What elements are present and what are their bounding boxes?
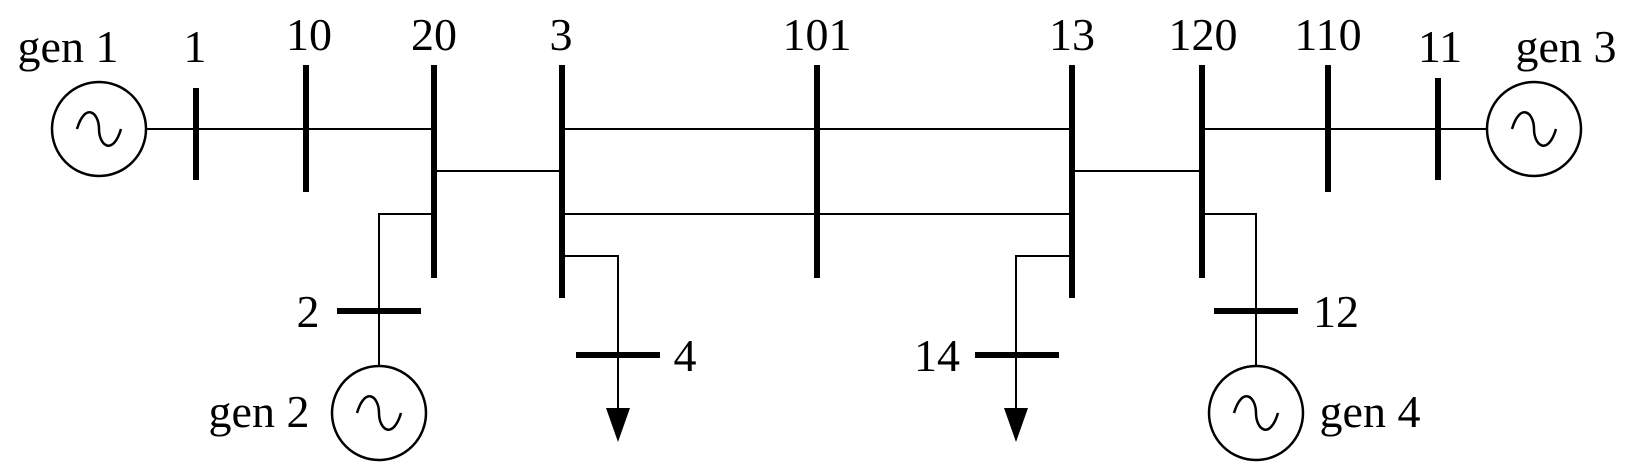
- bus-label-11: 11: [1418, 21, 1462, 72]
- gen4-label: gen 4: [1320, 386, 1421, 437]
- bus-label-20: 20: [411, 9, 457, 60]
- bus-label-14: 14: [914, 330, 960, 381]
- bus-label-120: 120: [1169, 9, 1238, 60]
- bus-label-1: 1: [184, 21, 207, 72]
- labels: gen 1 gen 2 gen 3 gen 4 1 10 20 3 101 13…: [18, 9, 1617, 437]
- ac-sine-icon: [1232, 395, 1280, 431]
- bus-label-3: 3: [550, 9, 573, 60]
- gen3-label: gen 3: [1516, 21, 1617, 72]
- load-arrow-bus14: [1004, 408, 1028, 442]
- bus-label-10: 10: [286, 9, 332, 60]
- generator-gen3: [1485, 80, 1583, 178]
- gen2-label: gen 2: [209, 386, 310, 437]
- bus-bars: [193, 65, 1441, 358]
- bus-label-101: 101: [783, 9, 852, 60]
- bus-label-2: 2: [297, 286, 320, 337]
- bus-label-4: 4: [674, 330, 697, 381]
- line-bus120-to-gen4: [1202, 213, 1257, 365]
- loads: [606, 408, 1028, 442]
- bus-label-12: 12: [1313, 286, 1359, 337]
- line-bus3-to-load4: [562, 255, 619, 410]
- generator-gen4: [1207, 364, 1305, 462]
- gen1-label: gen 1: [18, 21, 119, 72]
- load-arrow-bus4: [606, 408, 630, 442]
- line-bus13-to-load14: [1015, 255, 1072, 410]
- generator-gen1: [50, 80, 148, 178]
- ac-sine-icon: [1510, 111, 1558, 147]
- line-bus20-to-gen2: [378, 213, 434, 365]
- bus-label-110: 110: [1294, 9, 1361, 60]
- generator-gen2: [330, 364, 428, 462]
- ac-sine-icon: [355, 395, 403, 431]
- ac-sine-icon: [75, 111, 123, 147]
- bus-label-13: 13: [1049, 9, 1095, 60]
